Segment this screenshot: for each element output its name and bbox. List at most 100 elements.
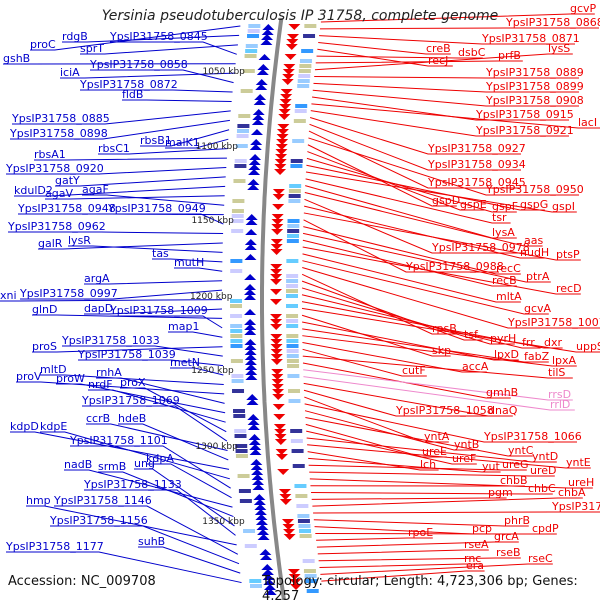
- gene-label-left: xni: [0, 289, 17, 302]
- gene-block: [287, 234, 300, 238]
- gene-arrow-left: [250, 139, 263, 145]
- gene-label-right: YpsIP31758_0868: [505, 16, 600, 29]
- gene-connector-left: [146, 463, 232, 499]
- gene-arrow-right: [285, 44, 298, 50]
- gene-label-right: YpsIP31758_0945: [427, 176, 526, 189]
- gene-arrow-left: [261, 29, 274, 35]
- gene-arrow-left: [254, 504, 267, 510]
- gene-label-right: yntC: [508, 444, 534, 457]
- gene-block: [299, 534, 312, 538]
- gene-arrow-right: [278, 114, 291, 120]
- gene-block: [242, 69, 255, 73]
- genome-backbone: [260, 17, 286, 600]
- gene-arrow-left: [257, 64, 270, 70]
- gene-connector-right: [312, 96, 569, 121]
- gene-connector-left: [174, 267, 223, 272]
- gene-label-right: recJ: [428, 54, 448, 67]
- gene-label-right: yntA: [424, 430, 450, 443]
- gene-arrow-right: [271, 219, 284, 225]
- gene-connector-left: [78, 359, 224, 367]
- gene-block: [286, 294, 299, 298]
- gene-label-right: accA: [462, 360, 489, 373]
- gene-label-left: nadB: [64, 458, 92, 471]
- gene-block: [230, 259, 243, 263]
- gene-block: [236, 134, 249, 138]
- gene-block: [230, 334, 243, 338]
- gene-connector-right: [310, 110, 569, 137]
- gene-label-left: YpsIP31758_1039: [77, 348, 176, 361]
- gene-block: [287, 219, 300, 223]
- gene-block: [287, 224, 300, 228]
- gene-arrow-right: [272, 194, 285, 200]
- gene-block: [290, 159, 303, 163]
- gene-connector-left: [20, 289, 223, 300]
- gene-arrow-left: [244, 329, 257, 335]
- gene-connector-right: [307, 451, 439, 471]
- gene-arrow-right: [271, 224, 284, 230]
- accession-line: Accession: NC_009708: [8, 574, 156, 589]
- gene-arrow-left: [250, 459, 263, 465]
- gene-block: [286, 284, 299, 288]
- gene-connector-right: [304, 198, 525, 254]
- gene-label-right: nudH: [520, 246, 549, 259]
- gene-arrow-right: [273, 414, 286, 420]
- gene-connector-left: [108, 213, 224, 225]
- gene-label-right: YpsIP31758_0988: [405, 260, 504, 273]
- gene-block: [295, 494, 308, 498]
- gene-connector-left: [168, 331, 223, 338]
- gene-block: [287, 374, 300, 378]
- gene-label-left: YpsIP31758_0962: [7, 220, 106, 233]
- gene-connector-right: [312, 497, 583, 507]
- gene-connector-right: [302, 355, 573, 379]
- gene-connector-right: [302, 321, 519, 361]
- gene-arrow-right: [271, 229, 284, 235]
- gene-label-right: YpsIP31758_0899: [485, 80, 584, 93]
- gene-connector-right: [302, 362, 511, 399]
- gene-connector-left: [120, 387, 227, 433]
- gene-block: [286, 339, 299, 343]
- gene-label-right: uppS: [576, 340, 600, 353]
- gene-block: [294, 109, 307, 113]
- gene-block: [303, 569, 316, 573]
- gene-block: [230, 314, 243, 318]
- gene-block: [296, 504, 309, 508]
- gene-arrow-left: [261, 564, 274, 570]
- gene-connector-left: [14, 185, 226, 197]
- gene-arrow-left: [245, 229, 258, 235]
- gene-label-left: YpsIP31758_1101: [69, 434, 168, 447]
- gene-arrow-right: [277, 124, 290, 130]
- gene-connector-left: [34, 157, 227, 161]
- gene-label-left: YpsIP31758_1033: [61, 334, 160, 347]
- gene-connector-right: [318, 41, 451, 55]
- gene-arrow-right: [279, 499, 292, 505]
- gene-arrow-right: [270, 274, 283, 280]
- gene-label-right: recC: [496, 262, 521, 275]
- gene-label-right: phrB: [504, 514, 530, 527]
- gene-label-left: srmB: [98, 460, 126, 473]
- gene-label-right: YpsIP31758_0871: [481, 32, 580, 45]
- gene-label-right: rseC: [528, 552, 553, 565]
- gene-arrow-left: [253, 499, 266, 505]
- gene-arrow-right: [274, 429, 287, 435]
- gene-arrow-left: [253, 99, 266, 105]
- gene-arrow-right: [274, 164, 287, 170]
- gene-arrow-left: [250, 464, 263, 470]
- gene-arrow-left: [246, 399, 259, 405]
- gene-block: [286, 349, 299, 353]
- gene-label-right: cpdP: [532, 522, 559, 535]
- gene-block: [297, 79, 310, 83]
- gene-connector-right: [319, 35, 575, 45]
- gene-connector-right: [301, 307, 600, 353]
- gene-label-right: dxr: [544, 336, 562, 349]
- gene-arrow-left: [248, 159, 261, 165]
- gene-connector-left: [60, 72, 235, 79]
- gene-label-right: aas: [524, 234, 543, 247]
- gene-block: [297, 84, 310, 88]
- gene-label-right: tsf: [464, 328, 479, 341]
- gene-arrow-right: [288, 574, 301, 580]
- gene-label-left: nrdF: [88, 378, 113, 391]
- gene-arrow-left: [246, 394, 259, 400]
- gene-arrow-left: [264, 589, 277, 595]
- gene-connector-left: [165, 138, 229, 149]
- gene-block: [236, 129, 249, 133]
